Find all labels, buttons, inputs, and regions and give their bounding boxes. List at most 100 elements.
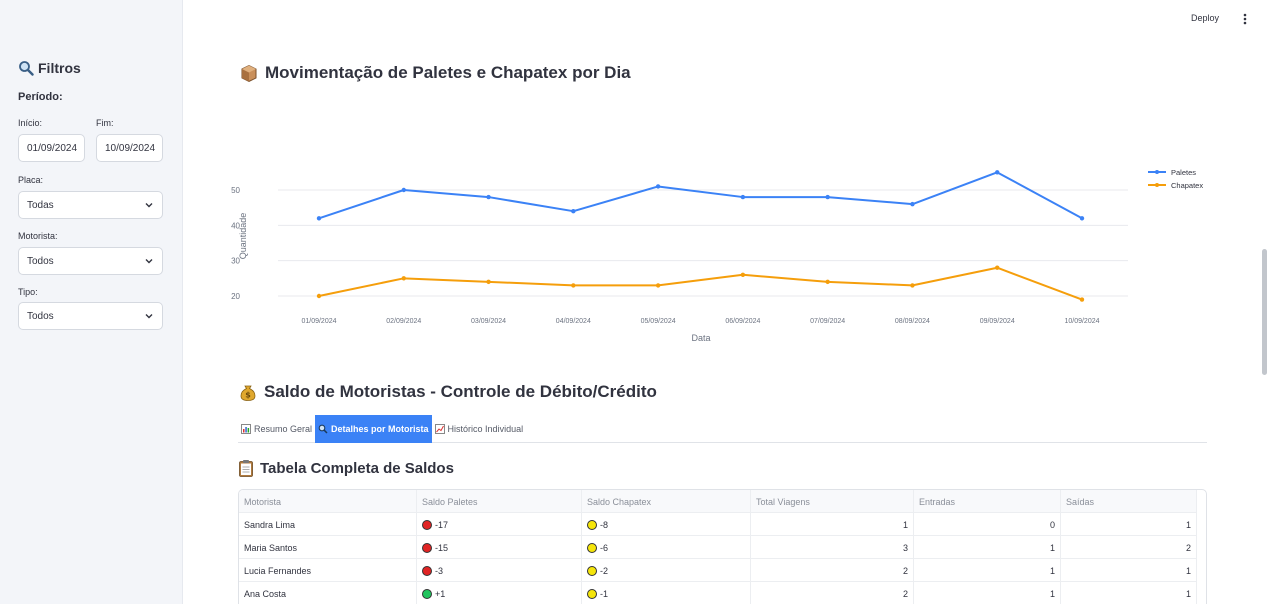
x-tick-label: 04/09/2024 [556,318,591,325]
data-point-chapatex [995,265,1000,270]
end-date-input[interactable]: 10/09/2024 [96,134,163,162]
tab-detalhes-motorista-label: Detalhes por Motorista [331,424,429,434]
placa-label: Placa: [18,175,44,185]
trend-chart-icon [434,424,445,434]
tipo-value: Todos [27,310,54,322]
tab-detalhes-motorista[interactable]: Detalhes por Motorista [315,415,432,443]
cell-saldo-chapatex-value: -6 [600,542,609,553]
data-point-chapatex [1079,297,1085,302]
bar-chart-icon [241,424,251,434]
tipo-label: Tipo: [18,287,38,297]
col-header-saldo-chapatex[interactable]: Saldo Chapatex [582,490,751,513]
sidebar-title-text: Filtros [38,60,81,76]
deploy-button[interactable]: Deploy [1190,13,1219,23]
line-chart: 20 30 40 50 01/09/2024 02/09/2024 03/09/2024 04… [231,168,1203,343]
x-axis-label: Data [691,333,710,343]
table-row[interactable]: Sandra Lima -17 -8 1 0 1 [239,513,1197,536]
y-tick-label: 30 [231,257,240,266]
col-header-entradas[interactable]: Entradas [914,490,1061,513]
motorista-select[interactable]: Todos [18,247,163,275]
table-row[interactable]: Maria Santos -15 -6 3 1 2 [239,536,1197,559]
table-row[interactable]: Ana Costa +1 -1 2 1 1 [239,582,1197,604]
data-point-chapatex [316,293,322,299]
start-date-input[interactable]: 01/09/2024 [18,134,85,162]
chevron-down-icon [145,259,153,264]
status-dot-green [422,588,432,599]
table-header-row: Motorista Saldo Paletes Saldo Chapatex T… [239,490,1197,513]
more-menu-icon[interactable] [1243,13,1247,25]
svg-text:$: $ [245,391,251,400]
y-tick-label: 40 [231,221,240,230]
cell-motorista: Ana Costa [239,582,417,604]
status-dot-yellow [587,588,597,599]
section-saldo-title: $ Saldo de Motoristas - Controle de Débi… [238,382,657,402]
data-point-paletes [486,194,491,200]
legend-label-chapatex: Chapatex [1171,181,1203,190]
y-axis-label: Quantidade [238,213,248,260]
data-point-chapatex [825,279,830,285]
status-dot-yellow [587,542,597,553]
cell-saldo-paletes-value: -17 [435,519,449,530]
cell-saldo-paletes: -3 [417,559,582,582]
y-tick-label: 20 [231,292,240,301]
cell-saidas: 1 [1061,513,1197,536]
tab-resumo-geral[interactable]: Resumo Geral [238,415,315,443]
data-point-paletes [316,216,322,221]
tab-historico-individual-label: Histórico Individual [447,424,524,434]
data-point-paletes [825,194,830,200]
data-point-paletes [401,187,406,193]
period-label: Período: [18,91,63,103]
table-row[interactable]: Lucia Fernandes -3 -2 2 1 1 [239,559,1197,582]
tab-resumo-geral-label: Resumo Geral [254,424,313,434]
page-scrollbar[interactable] [1262,249,1267,375]
placa-value: Todas [27,199,54,211]
cell-saldo-chapatex: -6 [582,536,751,559]
data-point-chapatex [571,283,576,288]
cell-saldo-paletes: -17 [417,513,582,536]
col-header-total-viagens[interactable]: Total Viagens [751,490,914,513]
sidebar-title: Filtros [18,60,81,76]
placa-select[interactable]: Todas [18,191,163,219]
x-tick-label: 09/09/2024 [980,318,1015,325]
col-header-saldo-paletes[interactable]: Saldo Paletes [417,490,582,513]
status-dot-yellow [587,519,597,530]
section-movimentacao-title: Movimentação de Paletes e Chapatex por D… [239,63,631,83]
series-line-paletes [318,171,1083,220]
section-movimentacao-text: Movimentação de Paletes e Chapatex por D… [265,63,631,82]
cell-entradas: 1 [914,559,1061,582]
tab-historico-individual[interactable]: Histórico Individual [432,415,527,443]
series-line-chapatex [318,266,1083,301]
tipo-select[interactable]: Todos [18,302,163,330]
cell-saldo-paletes: -15 [417,536,582,559]
cell-saldo-paletes-value: +1 [435,588,446,599]
data-point-chapatex [655,283,661,288]
status-dot-red [422,565,432,576]
search-icon [19,61,34,76]
col-header-motorista[interactable]: Motorista [239,490,417,513]
cell-saldo-paletes: +1 [417,582,582,604]
section-saldo-text: Saldo de Motoristas - Controle de Débito… [264,382,657,401]
legend-label-paletes: Paletes [1171,168,1196,177]
cell-saidas: 1 [1061,582,1197,604]
end-date-value: 10/09/2024 [105,142,156,154]
cell-entradas: 1 [914,582,1061,604]
col-header-saidas[interactable]: Saídas [1061,490,1197,513]
cell-motorista: Maria Santos [239,536,417,559]
x-tick-label: 02/09/2024 [386,318,421,325]
data-point-paletes [1079,216,1085,221]
data-point-paletes [740,194,746,200]
end-date-label: Fim: [96,118,114,128]
cell-saidas: 1 [1061,559,1197,582]
cell-saldo-chapatex-value: -1 [600,588,609,599]
data-point-chapatex [401,276,406,281]
data-point-paletes [910,201,915,207]
data-point-chapatex [740,272,746,277]
chevron-down-icon [145,314,153,319]
cell-saldo-chapatex-value: -8 [600,519,609,530]
cell-total-viagens: 2 [751,582,914,604]
data-point-chapatex [486,279,491,285]
clipboard-icon [239,460,253,477]
start-date-value: 01/09/2024 [27,142,78,154]
x-tick-label: 08/09/2024 [895,318,930,325]
